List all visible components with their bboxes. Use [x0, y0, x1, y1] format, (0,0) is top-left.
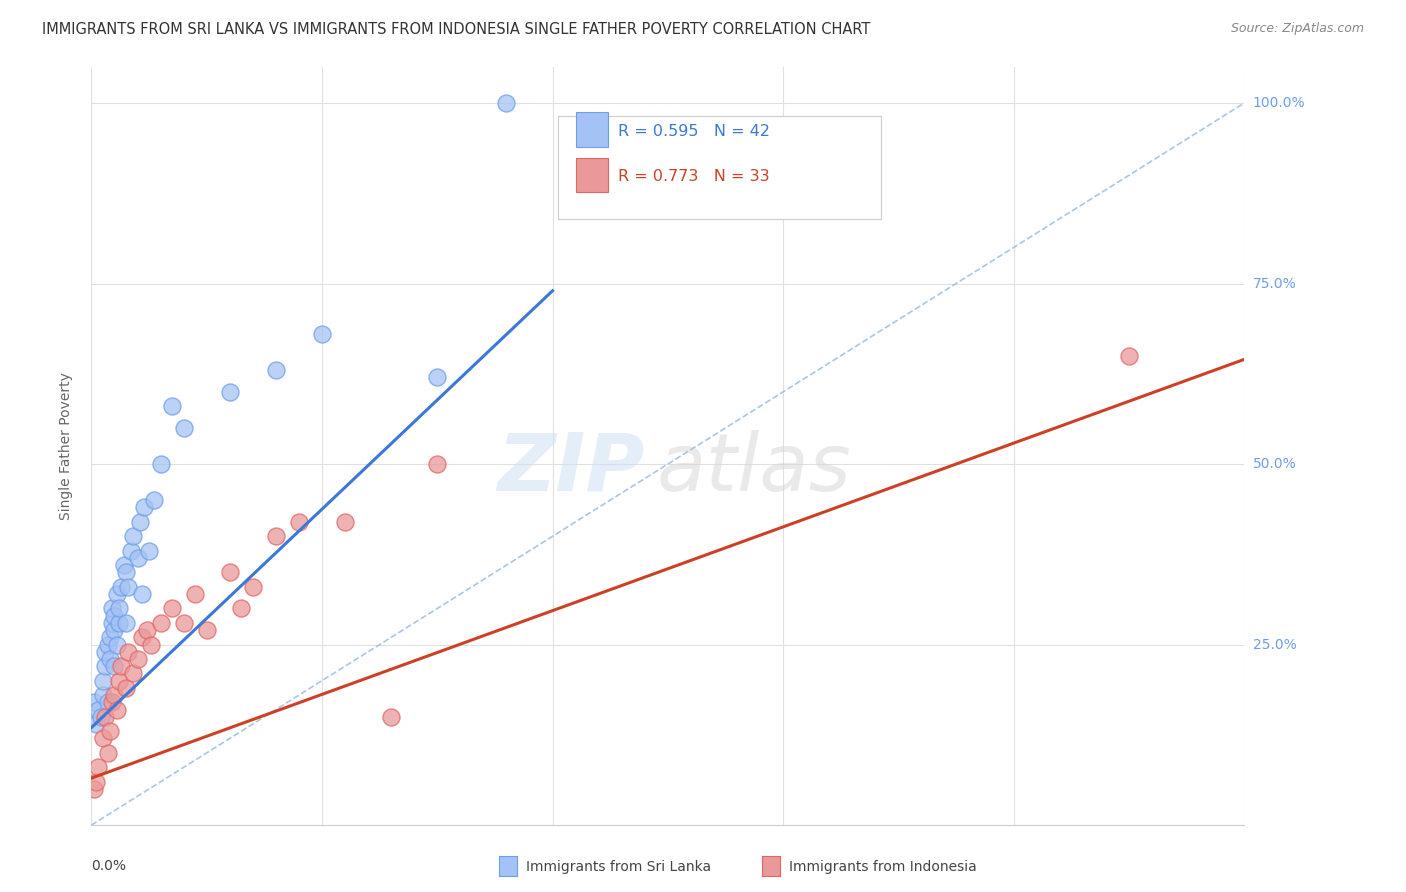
Point	[131, 631, 153, 645]
Text: 50.0%: 50.0%	[1253, 457, 1296, 471]
Point	[94, 659, 117, 673]
Point	[138, 543, 160, 558]
Point	[128, 515, 150, 529]
Point	[141, 638, 163, 652]
Point	[108, 615, 131, 630]
Point	[134, 500, 156, 515]
Point	[83, 695, 105, 709]
Text: 75.0%: 75.0%	[1253, 277, 1296, 291]
Y-axis label: Single Father Poverty: Single Father Poverty	[59, 372, 73, 520]
Point	[122, 529, 145, 543]
Point	[1118, 349, 1140, 363]
Point	[495, 95, 517, 110]
FancyBboxPatch shape	[558, 116, 882, 219]
Text: 25.0%: 25.0%	[1253, 638, 1296, 651]
Point	[115, 566, 138, 580]
Point	[264, 529, 287, 543]
Point	[112, 558, 135, 573]
Point	[98, 724, 121, 739]
Point	[426, 457, 449, 471]
Point	[101, 601, 124, 615]
Point	[160, 399, 183, 413]
Point	[115, 681, 138, 695]
Point	[184, 587, 207, 601]
Point	[149, 457, 172, 471]
Text: R = 0.595   N = 42: R = 0.595 N = 42	[619, 124, 770, 139]
Point	[101, 695, 124, 709]
Point	[94, 710, 117, 724]
Point	[120, 543, 142, 558]
Point	[231, 601, 253, 615]
Point	[98, 631, 121, 645]
Point	[127, 550, 149, 565]
Point	[105, 587, 128, 601]
Point	[117, 580, 139, 594]
Point	[160, 601, 183, 615]
Point	[91, 673, 114, 688]
Point	[117, 645, 139, 659]
Point	[87, 760, 110, 774]
Point	[108, 601, 131, 615]
Text: Source: ZipAtlas.com: Source: ZipAtlas.com	[1230, 22, 1364, 36]
Point	[103, 608, 125, 623]
Point	[101, 615, 124, 630]
Text: IMMIGRANTS FROM SRI LANKA VS IMMIGRANTS FROM INDONESIA SINGLE FATHER POVERTY COR: IMMIGRANTS FROM SRI LANKA VS IMMIGRANTS …	[42, 22, 870, 37]
Point	[195, 623, 218, 637]
Point	[218, 566, 240, 580]
Text: atlas: atlas	[657, 430, 851, 508]
Point	[91, 688, 114, 702]
Text: R = 0.773   N = 33: R = 0.773 N = 33	[619, 169, 770, 185]
Point	[94, 645, 117, 659]
Point	[103, 623, 125, 637]
Text: 100.0%: 100.0%	[1253, 96, 1305, 110]
Point	[333, 515, 356, 529]
Text: ZIP: ZIP	[498, 430, 645, 508]
Point	[149, 615, 172, 630]
Point	[83, 782, 105, 797]
Point	[103, 659, 125, 673]
Point	[96, 638, 118, 652]
Text: Immigrants from Indonesia: Immigrants from Indonesia	[789, 860, 977, 874]
Point	[91, 731, 114, 746]
Point	[131, 587, 153, 601]
Point	[98, 652, 121, 666]
Point	[84, 774, 107, 789]
Text: 0.0%: 0.0%	[91, 859, 127, 873]
Point	[173, 421, 195, 435]
FancyBboxPatch shape	[575, 158, 607, 192]
Point	[218, 384, 240, 399]
Point	[242, 580, 264, 594]
Point	[96, 746, 118, 760]
Point	[90, 710, 112, 724]
Point	[110, 659, 132, 673]
Text: Immigrants from Sri Lanka: Immigrants from Sri Lanka	[526, 860, 711, 874]
FancyBboxPatch shape	[575, 112, 607, 146]
Point	[105, 702, 128, 716]
Point	[142, 493, 165, 508]
Point	[311, 327, 333, 342]
Point	[115, 615, 138, 630]
Point	[288, 515, 311, 529]
Point	[110, 580, 132, 594]
Point	[87, 702, 110, 716]
Point	[127, 652, 149, 666]
Point	[380, 710, 402, 724]
Point	[122, 666, 145, 681]
Point	[173, 615, 195, 630]
Point	[108, 673, 131, 688]
Point	[96, 695, 118, 709]
Point	[103, 688, 125, 702]
Point	[426, 370, 449, 384]
Point	[264, 363, 287, 377]
Point	[135, 623, 157, 637]
Point	[105, 638, 128, 652]
Point	[84, 717, 107, 731]
